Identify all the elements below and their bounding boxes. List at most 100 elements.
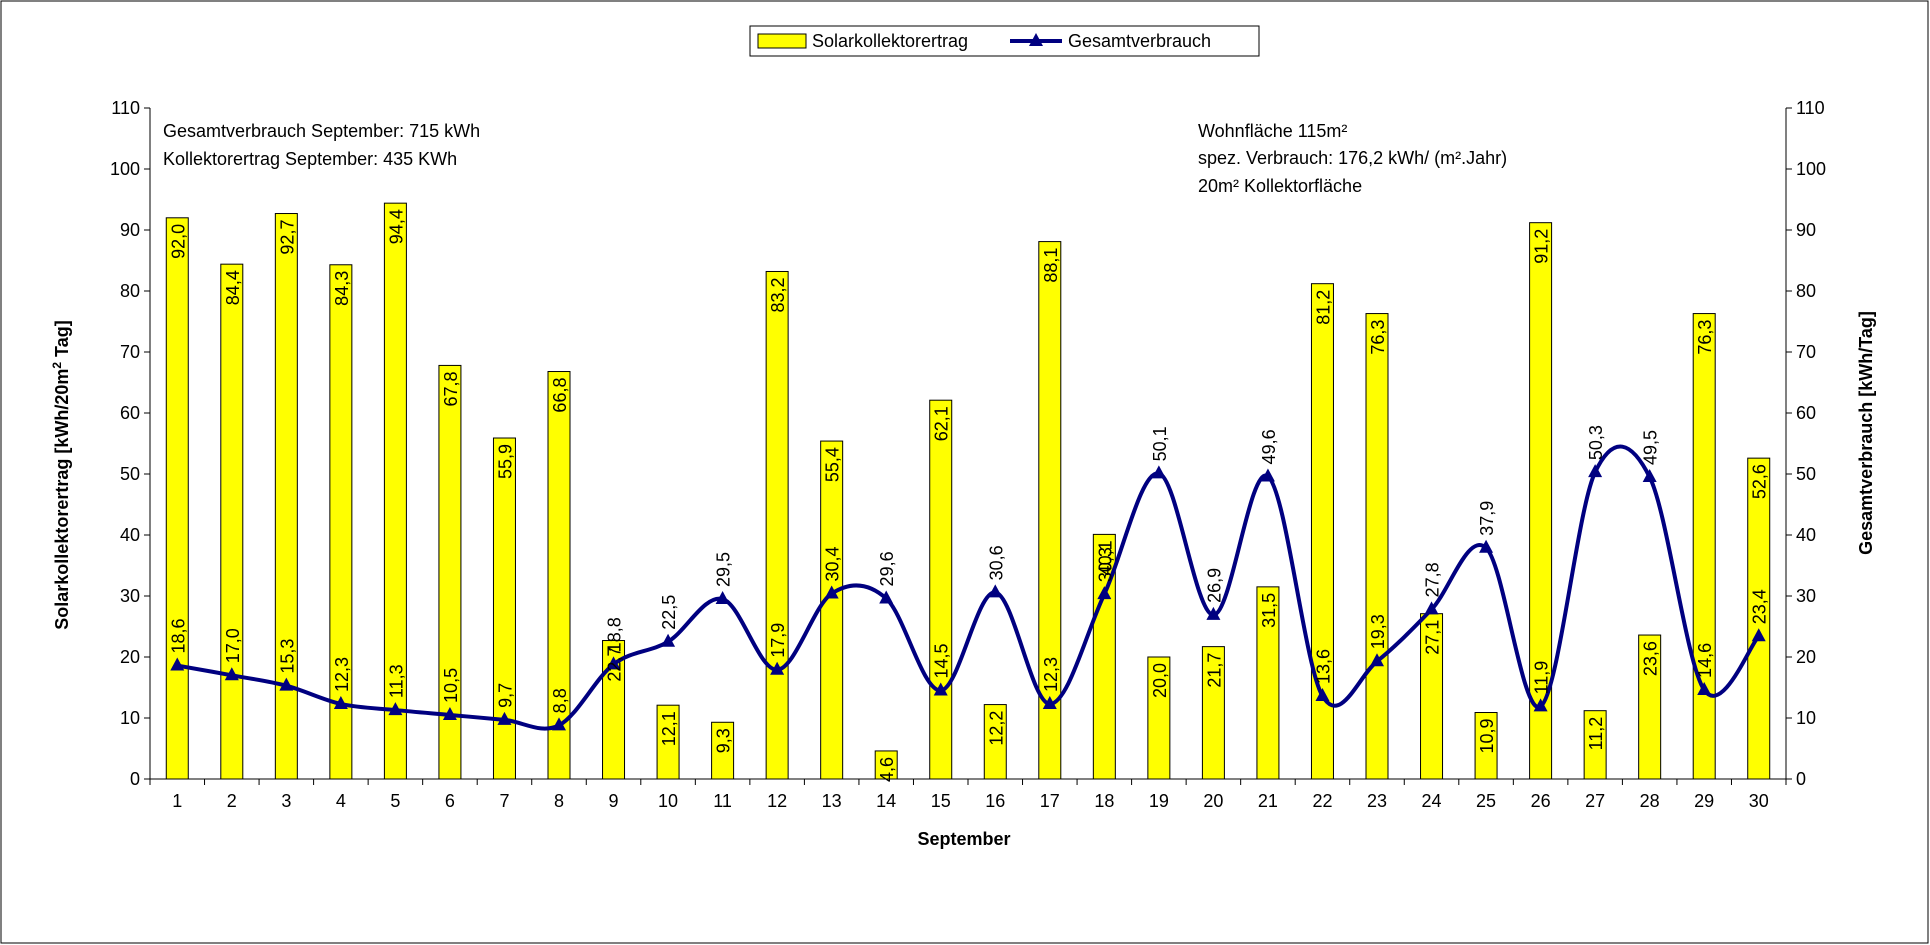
marker-gesamtverbrauch bbox=[1097, 586, 1112, 600]
bar-data-label: 91,2 bbox=[1532, 229, 1552, 264]
annotation-living-area: Wohnfläche 115m² bbox=[1198, 121, 1347, 141]
bar-data-label: 10,9 bbox=[1477, 719, 1497, 754]
bar-data-label: 84,3 bbox=[332, 271, 352, 306]
y-tick-label-right: 80 bbox=[1796, 281, 1816, 301]
annotation-total-consumption: Gesamtverbrauch September: 715 kWh bbox=[163, 121, 480, 141]
bar-data-label: 76,3 bbox=[1368, 320, 1388, 355]
marker-gesamtverbrauch bbox=[1315, 688, 1330, 702]
y-tick-label-left: 60 bbox=[120, 403, 140, 423]
bar-solarkollektorertrag bbox=[165, 217, 189, 780]
x-tick-label: 8 bbox=[554, 791, 564, 811]
legend-line-marker bbox=[1029, 33, 1043, 46]
bar-data-label: 81,2 bbox=[1313, 290, 1333, 325]
marker-gesamtverbrauch bbox=[1697, 681, 1712, 695]
annotation-collector-area: 20m² Kollektorfläche bbox=[1198, 176, 1362, 196]
bar-solarkollektorertrag bbox=[274, 213, 298, 780]
y-tick-label-right: 0 bbox=[1796, 769, 1806, 789]
line-data-label: 10,5 bbox=[441, 668, 461, 703]
line-data-label: 50,1 bbox=[1150, 426, 1170, 461]
bar-data-label: 55,9 bbox=[495, 444, 515, 479]
bar-solarkollektorertrag bbox=[1310, 283, 1334, 780]
bar-solarkollektorertrag bbox=[547, 371, 571, 780]
bar-solarkollektorertrag bbox=[983, 704, 1007, 780]
y-tick-label-left: 80 bbox=[120, 281, 140, 301]
line-data-label: 12,3 bbox=[332, 657, 352, 692]
line-data-label: 50,3 bbox=[1586, 425, 1606, 460]
line-data-label: 14,5 bbox=[932, 644, 952, 679]
bar-data-label: 88,1 bbox=[1041, 248, 1061, 283]
marker-gesamtverbrauch bbox=[170, 657, 185, 671]
bar-solarkollektorertrag bbox=[1529, 222, 1553, 780]
bar-solarkollektorertrag bbox=[1583, 710, 1607, 780]
bar-solarkollektorertrag bbox=[329, 264, 353, 780]
annotation-right: Wohnfläche 115m² spez. Verbrauch: 176,2 … bbox=[1198, 121, 1507, 196]
marker-gesamtverbrauch bbox=[279, 677, 294, 691]
x-tick-label: 16 bbox=[985, 791, 1005, 811]
bar-data-label: 27,1 bbox=[1423, 620, 1443, 655]
x-tick-label: 7 bbox=[499, 791, 509, 811]
bar-data-label: 22,7 bbox=[605, 647, 625, 682]
bar-data-label: 66,8 bbox=[550, 378, 570, 413]
line-data-label: 11,3 bbox=[386, 664, 406, 698]
marker-gesamtverbrauch bbox=[224, 667, 239, 681]
bar-solarkollektorertrag bbox=[874, 750, 898, 780]
marker-gesamtverbrauch bbox=[933, 682, 948, 696]
y-tick-label-right: 60 bbox=[1796, 403, 1816, 423]
y-tick-label-right: 70 bbox=[1796, 342, 1816, 362]
line-data-label: 15,3 bbox=[277, 639, 297, 674]
marker-gesamtverbrauch bbox=[879, 590, 894, 604]
marker-gesamtverbrauch bbox=[661, 633, 676, 647]
marker-gesamtverbrauch bbox=[1042, 695, 1057, 709]
bar-data-label: 12,2 bbox=[986, 711, 1006, 746]
y-tick-label-right: 20 bbox=[1796, 647, 1816, 667]
bar-solarkollektorertrag bbox=[1474, 712, 1498, 780]
y-tick-label-left: 110 bbox=[111, 98, 140, 118]
line-data-label: 37,9 bbox=[1477, 501, 1497, 536]
y-tick-label-left: 20 bbox=[120, 647, 140, 667]
marker-gesamtverbrauch bbox=[1260, 468, 1275, 482]
x-tick-label: 15 bbox=[931, 791, 951, 811]
line-data-label: 19,3 bbox=[1368, 614, 1388, 649]
line-data-label: 14,6 bbox=[1695, 643, 1715, 678]
x-tick-label: 9 bbox=[609, 791, 619, 811]
marker-gesamtverbrauch bbox=[1642, 469, 1657, 483]
x-tick-label: 6 bbox=[445, 791, 455, 811]
bar-solarkollektorertrag bbox=[1747, 457, 1771, 780]
marker-gesamtverbrauch bbox=[1370, 653, 1384, 667]
bar-data-label: 11,2 bbox=[1586, 717, 1606, 751]
x-tick-label: 5 bbox=[390, 791, 400, 811]
y-tick-label-right: 30 bbox=[1796, 586, 1816, 606]
x-tick-label: 22 bbox=[1312, 791, 1332, 811]
marker-gesamtverbrauch bbox=[1151, 465, 1166, 479]
x-tick-label: 30 bbox=[1749, 791, 1769, 811]
marker-gesamtverbrauch bbox=[824, 585, 839, 599]
marker-gesamtverbrauch bbox=[388, 702, 403, 716]
line-data-label: 12,3 bbox=[1041, 657, 1061, 692]
x-tick-label: 13 bbox=[822, 791, 842, 811]
bar-data-label: 20,0 bbox=[1150, 663, 1170, 698]
x-tick-label: 23 bbox=[1367, 791, 1387, 811]
bar-solarkollektorertrag bbox=[1201, 646, 1225, 780]
x-tick-label: 1 bbox=[172, 791, 182, 811]
x-tick-label: 12 bbox=[767, 791, 787, 811]
plot-area: 0 0 10 10 20 20 30 30 40 40 50 50 60 60 70 70 80 80 90 90 10… bbox=[110, 98, 1826, 811]
line-data-label: 49,6 bbox=[1259, 429, 1279, 464]
marker-gesamtverbrauch bbox=[552, 717, 566, 731]
bar-solarkollektorertrag bbox=[220, 263, 244, 780]
marker-gesamtverbrauch bbox=[770, 661, 785, 675]
x-tick-label: 2 bbox=[227, 791, 237, 811]
bar-data-label: 62,1 bbox=[932, 406, 952, 441]
bar-data-label: 94,4 bbox=[386, 209, 406, 244]
bar-solarkollektorertrag bbox=[765, 270, 789, 780]
x-tick-label: 19 bbox=[1149, 791, 1169, 811]
line-data-label: 18,8 bbox=[605, 617, 625, 652]
bar-data-label: 9,3 bbox=[714, 728, 734, 753]
x-tick-label: 11 bbox=[713, 791, 732, 811]
marker-gesamtverbrauch bbox=[606, 656, 621, 670]
legend: Solarkollektorertrag Gesamtverbrauch bbox=[749, 25, 1260, 57]
marker-gesamtverbrauch bbox=[1424, 601, 1439, 615]
bar-solarkollektorertrag bbox=[383, 202, 407, 780]
annotation-specific-consumption: spez. Verbrauch: 176,2 kWh/ (m².Jahr) bbox=[1198, 148, 1507, 168]
bar-data-label: 40,1 bbox=[1095, 540, 1115, 575]
y-tick-label-left: 70 bbox=[120, 342, 140, 362]
